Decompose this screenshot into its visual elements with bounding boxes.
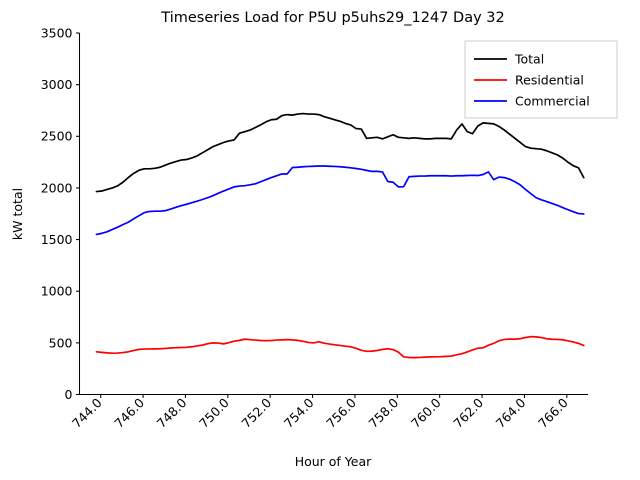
series-line-commercial — [95, 165, 585, 236]
legend-label-commercial: Commercial — [515, 94, 590, 109]
plot-axes-frame — [78, 33, 588, 396]
y-tick-label: 3500 — [41, 25, 73, 40]
page-title: Timeseries Load for P5U p5uhs29_1247 Day… — [160, 10, 504, 26]
x-tick-label: 764.0 — [493, 395, 529, 431]
y-tick-label: 3000 — [41, 77, 73, 92]
chart-legend: Total Residential Commercial — [464, 40, 618, 119]
x-tick-label: 766.0 — [535, 395, 571, 431]
x-tick-label: 756.0 — [323, 395, 359, 431]
x-tick-label: 760.0 — [408, 395, 444, 431]
y-tick-label: 0 — [65, 387, 73, 402]
series-line-residential — [95, 335, 585, 359]
x-tick-label: 748.0 — [154, 395, 190, 431]
x-axis-ticks: 744.0 746.0 748.0 750.0 752.0 754.0 756.0 758.0… — [69, 394, 571, 431]
chart-title-group: Timeseries Load for P5U p5uhs29_1247 Day… — [160, 10, 504, 26]
data-series-group — [95, 112, 585, 359]
x-tick-label: 746.0 — [111, 395, 147, 431]
legend-label-total: Total — [514, 52, 544, 67]
series-line-total — [95, 112, 585, 193]
legend-label-residential: Residential — [515, 73, 584, 88]
x-tick-label: 752.0 — [238, 395, 274, 431]
x-tick-label: 758.0 — [366, 395, 402, 431]
y-axis-label: kW total — [10, 188, 25, 240]
y-tick-label: 1500 — [41, 232, 73, 247]
y-tick-label: 1000 — [41, 284, 73, 299]
x-axis-label: Hour of Year — [295, 454, 372, 469]
axis-titles-group: kW total Hour of Year — [10, 188, 372, 469]
y-tick-label: 2500 — [41, 129, 73, 144]
y-axis-ticks: 0 500 1000 1500 2000 2500 3000 3500 — [41, 25, 80, 402]
y-tick-label: 2000 — [41, 180, 73, 195]
x-tick-label: 754.0 — [281, 395, 317, 431]
y-tick-label: 500 — [49, 335, 73, 350]
x-tick-label: 762.0 — [450, 395, 486, 431]
x-tick-label: 750.0 — [196, 395, 232, 431]
x-tick-label: 744.0 — [69, 395, 105, 431]
